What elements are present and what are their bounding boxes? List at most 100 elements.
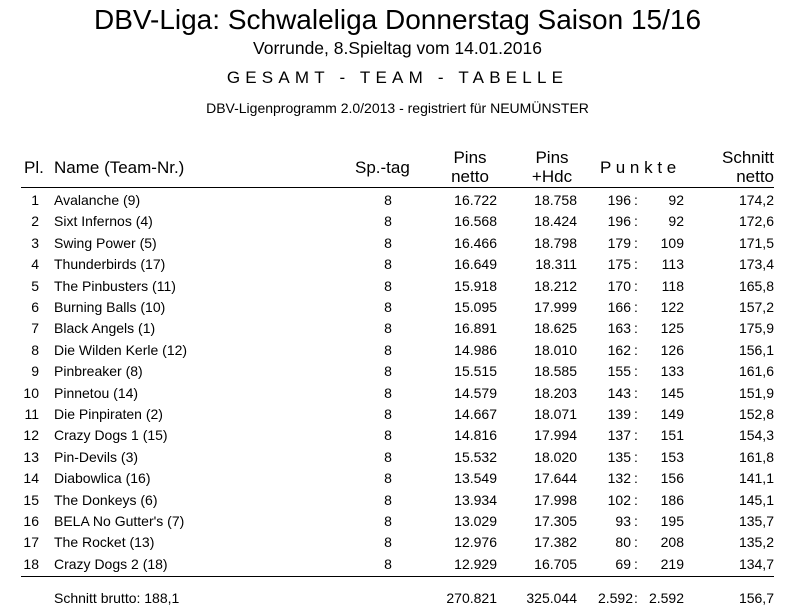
- row-pins-netto: 14.579: [454, 384, 497, 401]
- row-team-name: BELA No Gutter's (7): [54, 513, 185, 529]
- row-sptag: 8: [384, 341, 392, 358]
- row-punkte-sep: :: [634, 234, 638, 251]
- col-header-name: Name (Team-Nr.): [54, 158, 185, 177]
- row-pl: 12: [23, 427, 39, 444]
- col-header-pins-hdc: Pins +Hdc: [531, 148, 573, 186]
- row-schnitt-netto: 135,2: [738, 534, 774, 551]
- row-punkte-sep: :: [634, 555, 638, 572]
- row-pl: 14: [23, 470, 39, 487]
- col-header-pl: Pl.: [24, 158, 44, 177]
- row-punkte-sep: :: [634, 363, 638, 380]
- row-punkte-minus: 149: [660, 406, 684, 422]
- section-title: GESAMT - TEAM - TABELLE: [226, 68, 569, 87]
- row-pins-netto: 12.976: [454, 534, 497, 551]
- row-pins-netto: 16.891: [454, 320, 497, 337]
- row-sptag: 8: [384, 513, 392, 529]
- row-punkte-minus: 195: [660, 513, 684, 529]
- row-punkte-minus: 156: [660, 470, 684, 487]
- col-header-pins-netto: Pins netto: [451, 148, 489, 186]
- row-schnitt-netto: 171,5: [738, 234, 774, 251]
- row-punkte-minus: 113: [661, 256, 684, 273]
- row-punkte-minus: 186: [660, 491, 684, 508]
- row-punkte-minus: 109: [660, 234, 684, 251]
- footer-schnitt-netto: 156,7: [738, 590, 774, 606]
- row-punkte-minus: 118: [661, 277, 684, 294]
- row-punkte-plus: 137: [607, 427, 631, 444]
- row-team-name: Pin-Devils (3): [54, 448, 139, 465]
- row-schnitt-netto: 157,2: [738, 299, 774, 315]
- row-punkte-sep: :: [634, 299, 638, 315]
- row-punkte-sep: :: [634, 406, 638, 422]
- row-pins-hdc: 18.020: [534, 448, 577, 465]
- row-team-name: Sixt Infernos (4): [54, 213, 153, 230]
- col-header-schnitt: Schnitt netto: [722, 148, 774, 186]
- row-punkte-minus: 126: [660, 341, 684, 358]
- row-punkte-sep: :: [634, 320, 638, 337]
- row-pins-netto: 16.649: [454, 256, 497, 273]
- col-header-sptag: Sp.-tag: [355, 158, 410, 177]
- row-pl: 10: [23, 384, 39, 401]
- row-punkte-minus: 153: [660, 448, 684, 465]
- row-schnitt-netto: 161,8: [738, 448, 774, 465]
- row-pins-hdc: 18.071: [534, 406, 577, 422]
- row-schnitt-netto: 154,3: [738, 427, 774, 444]
- row-punkte-sep: :: [634, 256, 638, 273]
- row-team-name: Burning Balls (10): [54, 299, 166, 315]
- row-pins-hdc: 18.625: [534, 320, 577, 337]
- row-pins-hdc: 17.998: [534, 491, 577, 508]
- footer-divider: [21, 576, 774, 577]
- row-pl: 8: [31, 341, 39, 358]
- header-divider: [21, 187, 774, 188]
- row-pins-hdc: 18.203: [534, 384, 577, 401]
- row-pins-netto: 15.532: [454, 448, 497, 465]
- row-pins-netto: 13.029: [454, 513, 497, 529]
- row-punkte-sep: :: [634, 491, 638, 508]
- row-schnitt-netto: 175,9: [738, 320, 774, 337]
- row-pl: 18: [23, 555, 39, 572]
- row-punkte-plus: 102: [607, 491, 631, 508]
- row-team-name: Diabowlica (16): [54, 470, 151, 487]
- row-pl: 5: [31, 277, 39, 294]
- row-punkte-plus: 135: [607, 448, 631, 465]
- row-team-name: The Donkeys (6): [54, 491, 158, 508]
- row-pl: 4: [31, 256, 39, 273]
- row-pins-netto: 14.986: [454, 341, 497, 358]
- page-title: DBV-Liga: Schwaleliga Donnerstag Saison …: [93, 4, 702, 35]
- row-pins-hdc: 18.798: [534, 234, 577, 251]
- footer-schnitt-brutto: Schnitt brutto: 188,1: [54, 590, 180, 606]
- row-sptag: 8: [384, 491, 392, 508]
- row-sptag: 8: [384, 213, 392, 230]
- row-punkte-minus: 92: [668, 213, 684, 230]
- footer-punkte-sep: :: [634, 590, 638, 606]
- row-pins-netto: 15.515: [454, 363, 497, 380]
- row-schnitt-netto: 172,6: [738, 213, 774, 230]
- row-team-name: The Rocket (13): [54, 534, 155, 551]
- row-sptag: 8: [384, 256, 392, 273]
- row-sptag: 8: [384, 534, 392, 551]
- row-pl: 7: [31, 320, 39, 337]
- row-pins-netto: 15.095: [454, 299, 497, 315]
- row-punkte-plus: 139: [607, 406, 631, 422]
- row-team-name: Die Pinpiraten (2): [54, 406, 163, 422]
- row-schnitt-netto: 152,8: [738, 406, 774, 422]
- page-subtitle: Vorrunde, 8.Spieltag vom 14.01.2016: [253, 38, 542, 58]
- row-sptag: 8: [384, 363, 392, 380]
- row-schnitt-netto: 145,1: [738, 491, 774, 508]
- row-sptag: 8: [384, 192, 392, 208]
- row-punkte-plus: 196: [607, 213, 631, 230]
- row-sptag: 8: [384, 384, 392, 401]
- row-schnitt-netto: 165,8: [738, 277, 774, 294]
- row-sptag: 8: [384, 470, 392, 487]
- row-pins-hdc: 17.644: [534, 470, 577, 487]
- row-pins-netto: 13.549: [454, 470, 497, 487]
- row-pins-hdc: 18.758: [534, 192, 577, 208]
- row-schnitt-netto: 141,1: [738, 470, 774, 487]
- row-punkte-sep: :: [634, 277, 638, 294]
- row-pins-hdc: 18.585: [534, 363, 577, 380]
- row-pins-netto: 16.568: [454, 213, 497, 230]
- row-team-name: Swing Power (5): [54, 234, 157, 251]
- row-pins-hdc: 17.382: [534, 534, 577, 551]
- row-punkte-minus: 92: [668, 192, 684, 208]
- row-punkte-sep: :: [634, 341, 638, 358]
- row-schnitt-netto: 151,9: [738, 384, 774, 401]
